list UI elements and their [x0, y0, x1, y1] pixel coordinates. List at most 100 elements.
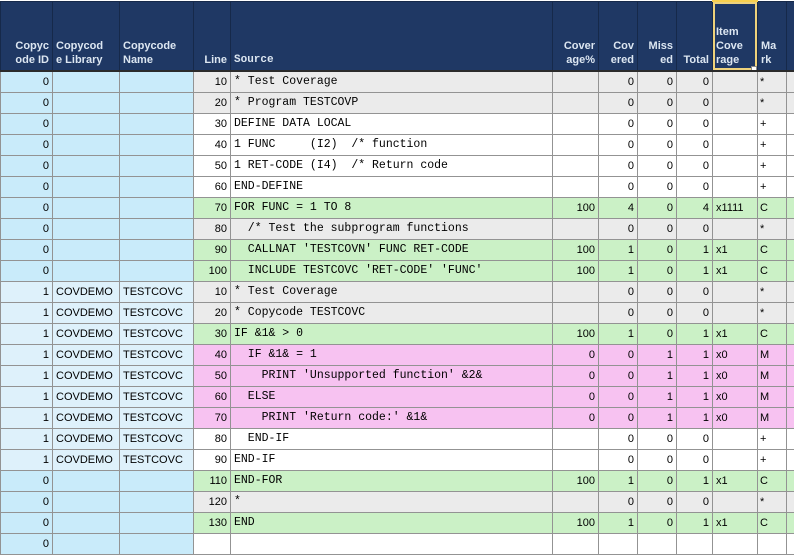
cell-source[interactable]: IF &1& > 0: [230, 322, 553, 345]
cell-source[interactable]: END-IF: [230, 427, 553, 450]
cell-missed[interactable]: 0: [637, 427, 677, 450]
cell-item[interactable]: [712, 490, 758, 513]
cell-item[interactable]: x0: [712, 406, 758, 429]
cell-covered[interactable]: 0: [598, 406, 638, 429]
cell-overflow[interactable]: [786, 196, 794, 219]
cell-library[interactable]: [52, 91, 120, 114]
cell-mark[interactable]: C: [757, 469, 787, 492]
cell-mark[interactable]: +: [757, 448, 787, 471]
cell-library[interactable]: [52, 511, 120, 534]
cell-missed[interactable]: 0: [637, 238, 677, 261]
cell-line[interactable]: 60: [193, 175, 231, 198]
cell-covered[interactable]: 0: [598, 70, 638, 93]
cell-item[interactable]: x1: [712, 511, 758, 534]
cell-name[interactable]: [119, 154, 194, 177]
cell-line[interactable]: 30: [193, 322, 231, 345]
cell-name[interactable]: TESTCOVC: [119, 364, 194, 387]
cell-coverage[interactable]: [552, 448, 599, 471]
cell-source[interactable]: * Program TESTCOVP: [230, 91, 553, 114]
cell-mark[interactable]: C: [757, 259, 787, 282]
cell-name[interactable]: TESTCOVC: [119, 406, 194, 429]
cell-line[interactable]: 30: [193, 112, 231, 135]
cell-overflow[interactable]: [786, 301, 794, 324]
cell-id[interactable]: 0: [0, 175, 53, 198]
cell-line[interactable]: 100: [193, 259, 231, 282]
cell-overflow[interactable]: [786, 217, 794, 240]
column-header-name[interactable]: Copycode Name: [119, 0, 194, 72]
cell-total[interactable]: 1: [676, 238, 713, 261]
cell-mark[interactable]: M: [757, 343, 787, 366]
cell-covered[interactable]: 0: [598, 133, 638, 156]
cell-coverage[interactable]: [552, 91, 599, 114]
cell-mark[interactable]: M: [757, 364, 787, 387]
cell-covered[interactable]: 0: [598, 280, 638, 303]
cell-covered[interactable]: [598, 532, 638, 555]
cell-id[interactable]: 1: [0, 448, 53, 471]
cell-item[interactable]: [712, 112, 758, 135]
cell-item[interactable]: x1: [712, 322, 758, 345]
cell-overflow[interactable]: [786, 91, 794, 114]
column-header-library[interactable]: Copycod e Library: [52, 0, 120, 72]
cell-overflow[interactable]: [786, 112, 794, 135]
cell-library[interactable]: COVDEMO: [52, 385, 120, 408]
cell-covered[interactable]: 4: [598, 196, 638, 219]
cell-covered[interactable]: 1: [598, 238, 638, 261]
cell-covered[interactable]: 0: [598, 427, 638, 450]
cell-source[interactable]: ELSE: [230, 385, 553, 408]
cell-covered[interactable]: 1: [598, 259, 638, 282]
cell-name[interactable]: TESTCOVC: [119, 280, 194, 303]
cell-item[interactable]: [712, 175, 758, 198]
cell-coverage[interactable]: 100: [552, 238, 599, 261]
cell-line[interactable]: 10: [193, 70, 231, 93]
cell-coverage[interactable]: [552, 217, 599, 240]
cell-total[interactable]: 1: [676, 511, 713, 534]
cell-total[interactable]: 0: [676, 490, 713, 513]
cell-library[interactable]: [52, 259, 120, 282]
cell-name[interactable]: TESTCOVC: [119, 427, 194, 450]
cell-line[interactable]: [193, 532, 231, 555]
cell-mark[interactable]: C: [757, 196, 787, 219]
cell-library[interactable]: [52, 238, 120, 261]
cell-source[interactable]: * Test Coverage: [230, 280, 553, 303]
cell-coverage[interactable]: [552, 112, 599, 135]
cell-item[interactable]: x0: [712, 385, 758, 408]
cell-source[interactable]: END-FOR: [230, 469, 553, 492]
cell-library[interactable]: [52, 154, 120, 177]
cell-source[interactable]: END-IF: [230, 448, 553, 471]
cell-library[interactable]: COVDEMO: [52, 343, 120, 366]
cell-source[interactable]: * Copycode TESTCOVC: [230, 301, 553, 324]
cell-source[interactable]: PRINT 'Unsupported function' &2&: [230, 364, 553, 387]
cell-overflow[interactable]: [786, 154, 794, 177]
cell-line[interactable]: 10: [193, 280, 231, 303]
cell-line[interactable]: 40: [193, 343, 231, 366]
cell-mark[interactable]: +: [757, 154, 787, 177]
cell-mark[interactable]: *: [757, 70, 787, 93]
cell-total[interactable]: 0: [676, 112, 713, 135]
cell-mark[interactable]: +: [757, 427, 787, 450]
cell-mark[interactable]: +: [757, 175, 787, 198]
cell-covered[interactable]: 0: [598, 385, 638, 408]
cell-library[interactable]: COVDEMO: [52, 301, 120, 324]
cell-id[interactable]: 1: [0, 364, 53, 387]
cell-coverage[interactable]: [552, 532, 599, 555]
cell-total[interactable]: 0: [676, 154, 713, 177]
cell-overflow[interactable]: [786, 406, 794, 429]
cell-missed[interactable]: [637, 532, 677, 555]
cell-total[interactable]: 1: [676, 259, 713, 282]
cell-line[interactable]: 50: [193, 154, 231, 177]
cell-id[interactable]: 0: [0, 469, 53, 492]
cell-id[interactable]: 0: [0, 259, 53, 282]
cell-line[interactable]: 130: [193, 511, 231, 534]
cell-overflow[interactable]: [786, 511, 794, 534]
cell-item[interactable]: [712, 217, 758, 240]
cell-mark[interactable]: *: [757, 490, 787, 513]
cell-coverage[interactable]: 0: [552, 343, 599, 366]
cell-total[interactable]: 1: [676, 343, 713, 366]
cell-id[interactable]: 0: [0, 133, 53, 156]
cell-id[interactable]: 0: [0, 91, 53, 114]
cell-item[interactable]: [712, 427, 758, 450]
column-header-total[interactable]: Total: [676, 0, 713, 72]
cell-covered[interactable]: 0: [598, 217, 638, 240]
cell-name[interactable]: TESTCOVC: [119, 301, 194, 324]
cell-missed[interactable]: 1: [637, 364, 677, 387]
